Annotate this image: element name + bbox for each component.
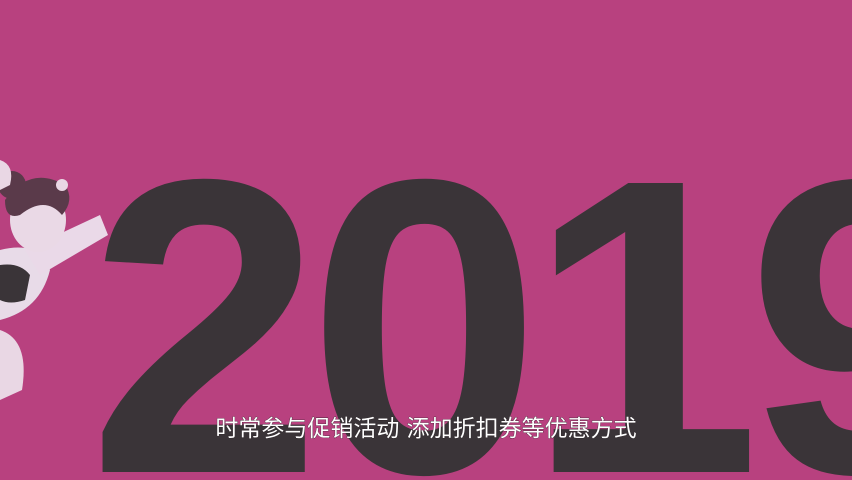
headline-year: 2019 [88, 93, 852, 480]
girl-illustration [0, 160, 108, 400]
subtitle: 时常参与促销活动 添加折扣券等优惠方式 [215, 416, 636, 442]
